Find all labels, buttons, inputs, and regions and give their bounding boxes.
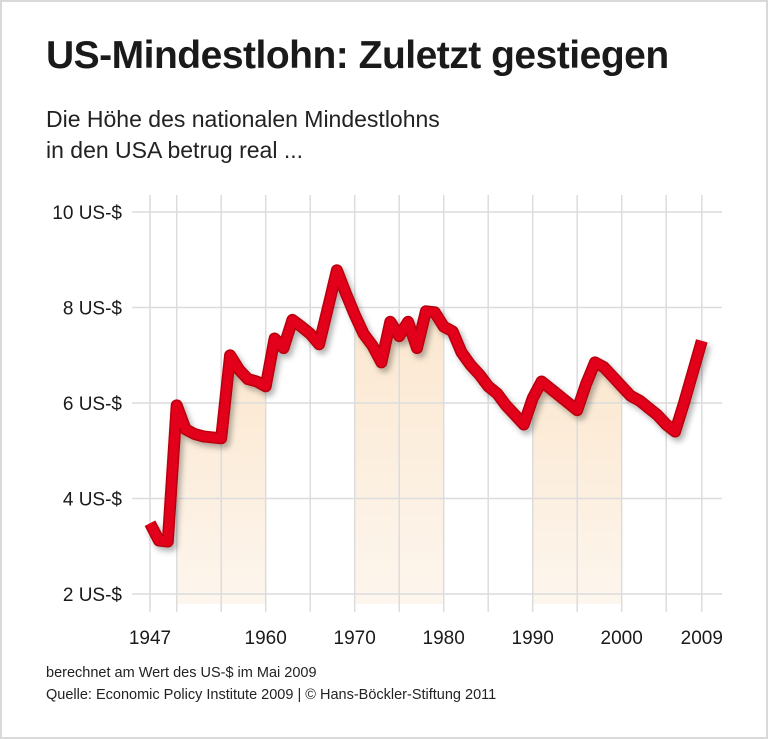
chart-subtitle: Die Höhe des nationalen Mindestlohns in … [46, 104, 440, 166]
x-tick-label: 1970 [334, 628, 376, 649]
x-tick-label: 1980 [423, 628, 465, 649]
source-line: Quelle: Economic Policy Institute 2009 |… [46, 687, 497, 703]
y-tick-label: 4 US-$ [63, 490, 123, 511]
footnote: berechnet am Wert des US-$ im Mai 2009 [46, 665, 317, 681]
y-tick-label: 2 US-$ [63, 585, 123, 606]
x-tick-label: 1947 [129, 628, 171, 649]
subtitle-line-2: in den USA betrug real ... [46, 137, 303, 163]
y-tick-label: 8 US-$ [63, 299, 123, 320]
chart-title: US-Mindestlohn: Zuletzt gestiegen [46, 34, 669, 77]
x-tick-label: 1960 [245, 628, 287, 649]
x-tick-label: 2000 [601, 628, 643, 649]
x-tick-label: 2009 [681, 628, 723, 649]
subtitle-line-1: Die Höhe des nationalen Mindestlohns [46, 106, 440, 132]
x-tick-label: 1990 [512, 628, 554, 649]
y-tick-label: 10 US-$ [52, 203, 122, 224]
y-tick-label: 6 US-$ [63, 394, 123, 415]
